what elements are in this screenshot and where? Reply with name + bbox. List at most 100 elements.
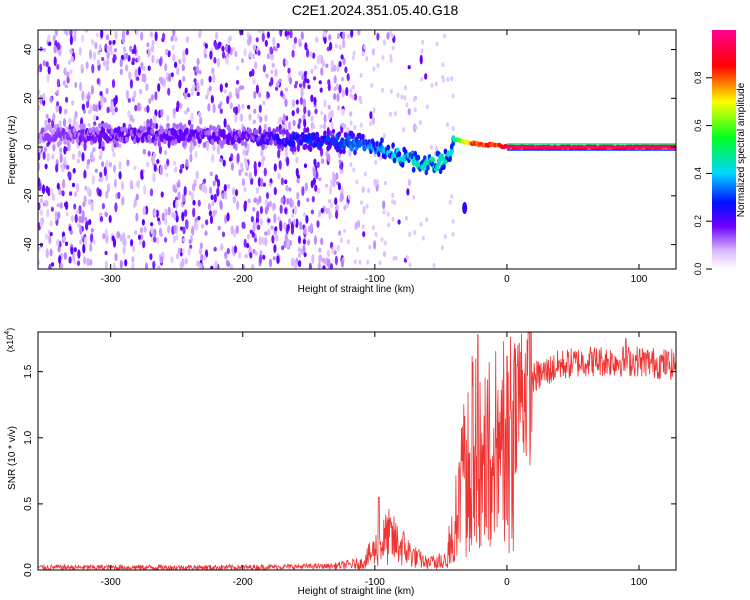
noise-point bbox=[134, 68, 138, 77]
noise-point bbox=[125, 90, 129, 100]
noise-point bbox=[188, 239, 192, 244]
noise-point bbox=[129, 114, 133, 121]
noise-point bbox=[181, 64, 185, 72]
ridge-point bbox=[448, 156, 452, 162]
noise-point bbox=[231, 246, 235, 255]
noise-point bbox=[359, 72, 363, 78]
noise-point bbox=[307, 84, 311, 90]
noise-point bbox=[311, 123, 315, 129]
noise-point bbox=[143, 121, 147, 126]
noise-point bbox=[174, 165, 178, 173]
ridge-point bbox=[190, 123, 194, 130]
noise-point bbox=[143, 184, 147, 195]
ridge-point bbox=[342, 148, 346, 155]
ridge-point bbox=[383, 153, 387, 160]
noise-point bbox=[154, 31, 158, 42]
noise-point bbox=[127, 98, 131, 103]
noise-point bbox=[118, 171, 122, 180]
noise-point bbox=[244, 254, 248, 259]
noise-point bbox=[200, 78, 204, 86]
noise-point bbox=[338, 45, 342, 50]
colorbar-tick-label: 0.2 bbox=[693, 215, 703, 228]
noise-point bbox=[240, 58, 245, 64]
noise-point bbox=[49, 232, 53, 237]
noise-point bbox=[434, 81, 438, 87]
noise-point bbox=[234, 50, 238, 58]
noise-point bbox=[204, 230, 208, 236]
noise-point bbox=[211, 67, 215, 75]
noise-point bbox=[412, 194, 416, 200]
noise-point bbox=[413, 107, 417, 113]
noise-point bbox=[129, 79, 133, 89]
noise-point bbox=[253, 108, 257, 114]
noise-point bbox=[146, 118, 150, 126]
noise-point bbox=[314, 108, 318, 115]
noise-point bbox=[280, 90, 284, 97]
ridge-point bbox=[209, 124, 213, 131]
noise-point bbox=[45, 200, 49, 207]
noise-point bbox=[179, 164, 184, 170]
noise-point bbox=[38, 104, 41, 111]
noise-point bbox=[328, 34, 332, 41]
noise-point bbox=[213, 193, 217, 203]
noise-point bbox=[260, 177, 264, 188]
noise-point bbox=[296, 107, 300, 114]
noise-point bbox=[327, 249, 331, 258]
noise-point bbox=[76, 209, 80, 214]
noise-point bbox=[374, 231, 378, 237]
noise-point bbox=[173, 211, 177, 220]
noise-point bbox=[165, 172, 169, 177]
noise-point bbox=[65, 126, 69, 131]
noise-point bbox=[99, 90, 103, 97]
ridge-point bbox=[139, 125, 143, 132]
noise-point bbox=[50, 262, 55, 267]
ridge-point bbox=[148, 137, 153, 144]
noise-point bbox=[153, 210, 157, 217]
ridge-point bbox=[174, 138, 178, 145]
noise-point bbox=[202, 178, 207, 184]
noise-point bbox=[221, 45, 225, 52]
noise-point bbox=[284, 87, 288, 92]
noise-point bbox=[147, 65, 151, 71]
noise-point bbox=[64, 84, 68, 89]
noise-point bbox=[327, 198, 332, 204]
noise-point bbox=[75, 121, 79, 132]
noise-point bbox=[78, 204, 82, 215]
ridge-point bbox=[337, 131, 342, 138]
noise-point bbox=[406, 188, 410, 196]
noise-point bbox=[435, 41, 439, 47]
noise-point bbox=[49, 96, 53, 104]
ridge-point bbox=[104, 122, 108, 129]
noise-point bbox=[205, 94, 209, 100]
noise-point bbox=[55, 163, 59, 173]
ridge-point bbox=[278, 128, 283, 135]
noise-point bbox=[325, 63, 329, 68]
noise-point bbox=[382, 251, 387, 258]
noise-point bbox=[162, 32, 166, 41]
ridge-point bbox=[265, 137, 270, 146]
noise-point bbox=[357, 30, 361, 36]
noise-point bbox=[145, 83, 149, 92]
noise-point bbox=[333, 174, 337, 183]
noise-point bbox=[286, 238, 290, 248]
noise-point bbox=[131, 256, 135, 263]
noise-point bbox=[309, 51, 313, 58]
noise-point bbox=[332, 181, 336, 188]
noise-point bbox=[205, 141, 209, 152]
noise-point bbox=[297, 235, 302, 244]
noise-point bbox=[311, 195, 315, 203]
noise-point bbox=[293, 205, 297, 215]
noise-point bbox=[214, 260, 218, 269]
noise-point bbox=[306, 48, 310, 58]
noise-point bbox=[407, 65, 411, 70]
noise-point bbox=[196, 260, 200, 267]
noise-point bbox=[43, 146, 48, 153]
noise-point bbox=[254, 197, 258, 203]
noise-point bbox=[349, 111, 353, 117]
ridge-point bbox=[269, 139, 273, 146]
noise-point bbox=[210, 265, 214, 269]
noise-point bbox=[273, 244, 277, 253]
noise-point bbox=[182, 193, 186, 203]
noise-point bbox=[394, 255, 398, 261]
noise-point bbox=[167, 225, 171, 234]
